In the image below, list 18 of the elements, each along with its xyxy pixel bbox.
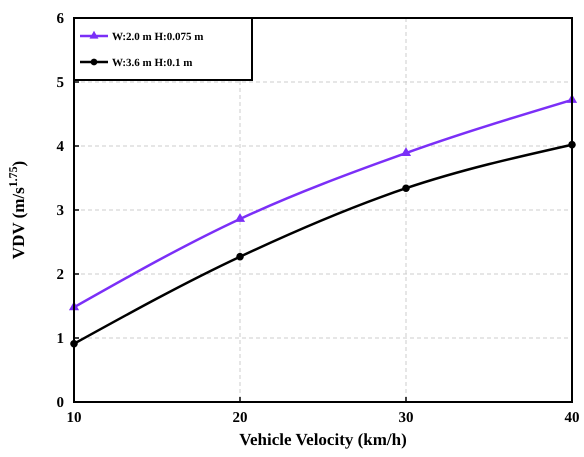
y-tick-label: 0 — [56, 395, 64, 411]
x-tick-label: 40 — [564, 410, 580, 426]
point — [402, 184, 410, 192]
point — [400, 147, 412, 156]
point — [234, 213, 246, 222]
y-tick-label: 2 — [56, 267, 64, 283]
y-tick-label: 1 — [56, 331, 64, 347]
legend-label: W:3.6 m H:0.1 m — [112, 57, 192, 69]
x-axis-title: Vehicle Velocity (km/h) — [239, 430, 407, 449]
y-tick-label: 5 — [56, 75, 64, 91]
x-tick-label: 20 — [232, 410, 248, 426]
legend-label: W:2.0 m H:0.075 m — [112, 31, 204, 43]
point — [236, 252, 244, 260]
y-tick-label: 6 — [56, 11, 64, 27]
x-tick-label: 30 — [398, 410, 414, 426]
y-tick-label: 3 — [56, 203, 64, 219]
y-tick-label: 4 — [56, 139, 64, 155]
x-tick-label: 10 — [66, 410, 82, 426]
